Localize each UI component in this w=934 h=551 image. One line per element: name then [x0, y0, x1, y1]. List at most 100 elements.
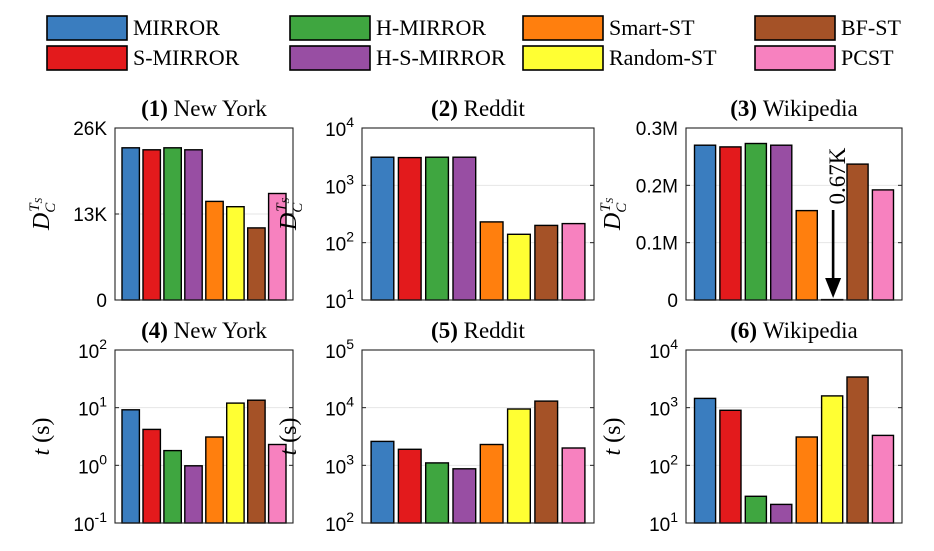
bar [693, 397, 717, 524]
bar [205, 436, 224, 524]
tick-label: 104 [649, 336, 678, 363]
legend-swatch [754, 45, 836, 71]
tick-label: 0 [96, 291, 107, 312]
axes-box [361, 349, 595, 524]
bar [246, 399, 266, 524]
tick-label: 101 [649, 509, 678, 536]
legend-label: S-MIRROR [133, 45, 240, 70]
bar [744, 142, 768, 301]
bar [820, 395, 844, 524]
legend-entry: PCST [754, 45, 894, 71]
bar [397, 156, 422, 301]
chart-panel: 101 102 103 104 (2) Reddit DCTS [274, 96, 595, 313]
tick-label: 0.1M [636, 234, 678, 255]
chart-title: (6) Wikipedia [730, 318, 857, 343]
tick-label: 13K [73, 205, 107, 226]
bar [795, 209, 819, 301]
tick-label: 101 [78, 394, 107, 421]
tick-label: 0.3M [636, 119, 678, 140]
legend-swatch [522, 45, 604, 71]
y-axis-label: t (s) [276, 418, 302, 456]
legend-swatch [289, 15, 371, 41]
legend-entry: H-S-MIRROR [289, 45, 506, 71]
axes-box [361, 127, 595, 301]
tick-label: 10-1 [73, 509, 107, 536]
legend-swatch [522, 15, 604, 41]
y-axis-label: DCTS [274, 197, 306, 231]
tick-label: 102 [325, 509, 354, 536]
bar [163, 147, 182, 301]
legend-label: MIRROR [133, 15, 220, 40]
legend-entry: S-MIRROR [46, 45, 240, 71]
bar [871, 434, 895, 524]
chart-panel: 0 13K 26K (1) New York DCTS [27, 96, 294, 312]
bar [719, 146, 742, 301]
tick-label: 102 [78, 336, 107, 363]
tick-label: 101 [325, 286, 354, 313]
bar [184, 149, 203, 301]
bar [719, 409, 742, 524]
bar [770, 503, 793, 524]
bar [370, 156, 395, 301]
bar [871, 189, 895, 301]
chart-title: (1) New York [141, 96, 267, 121]
chart-title: (3) Wikipedia [730, 96, 857, 121]
bar [142, 428, 162, 524]
bar [534, 400, 559, 524]
axes-box [685, 349, 903, 524]
legend-entry: Smart-ST [522, 15, 695, 41]
bar [370, 440, 395, 524]
annotation-label: 0.67K [825, 147, 850, 204]
chart-panel: 102 103 104 105 (5) Reddit t (s) [276, 318, 595, 536]
legend-swatch [46, 45, 128, 71]
legend-label: BF-ST [841, 15, 901, 40]
bar [479, 221, 504, 301]
chart-title: (5) Reddit [431, 318, 526, 343]
legend-label: H-MIRROR [376, 15, 486, 40]
bar [121, 147, 141, 301]
legend-entry: BF-ST [754, 15, 901, 41]
chart-title: (2) Reddit [431, 96, 526, 121]
tick-label: 103 [325, 171, 354, 198]
tick-label: 103 [325, 451, 354, 478]
annotation-arrowhead [825, 278, 842, 298]
tick-label: 0.2M [636, 176, 678, 197]
legend-entry: H-MIRROR [289, 15, 486, 41]
bar [744, 495, 768, 524]
legend-label: Smart-ST [609, 15, 695, 40]
y-axis-label: DCTS [598, 197, 630, 231]
bar [425, 462, 450, 524]
bar [479, 443, 504, 524]
axes-box [685, 127, 903, 301]
bar [142, 149, 162, 301]
tick-label: 105 [325, 336, 354, 363]
bar [846, 163, 869, 301]
legend-entry: Random-ST [522, 45, 717, 71]
bar [452, 468, 477, 524]
bar [163, 449, 182, 524]
tick-label: 103 [649, 394, 678, 421]
bar [121, 409, 141, 524]
bar [506, 408, 532, 524]
bar [770, 144, 793, 301]
tick-label: 104 [325, 394, 354, 421]
tick-label: 102 [649, 451, 678, 478]
y-axis-label: t (s) [29, 418, 55, 456]
legend-label: Random-ST [609, 45, 717, 70]
bar [506, 233, 532, 301]
legend-swatch [46, 15, 128, 41]
bar [846, 376, 869, 524]
legend-swatch [289, 45, 371, 71]
chart-panel: 101 102 103 104 (6) Wikipedia t (s) [600, 318, 903, 536]
legend-swatch [754, 15, 836, 41]
bar [452, 156, 477, 301]
bar [693, 144, 717, 301]
bar [225, 205, 245, 301]
bar [246, 227, 266, 301]
y-axis-label: t (s) [600, 418, 626, 456]
tick-label: 104 [325, 114, 354, 141]
chart-title: (4) New York [141, 318, 267, 343]
bar [534, 224, 559, 301]
bar [225, 402, 245, 524]
chart-panel: 10-1 100 101 102 (4) New York t (s) [29, 318, 294, 536]
